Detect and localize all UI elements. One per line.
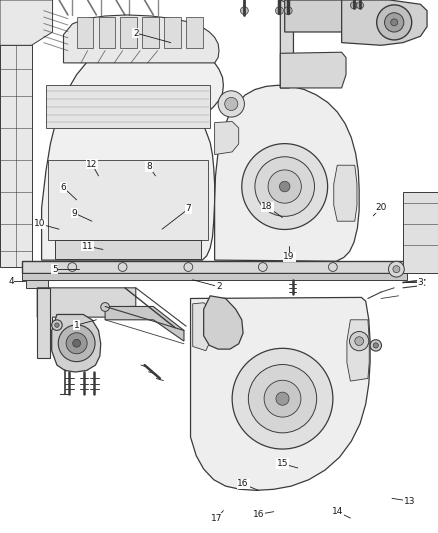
- Polygon shape: [215, 85, 359, 261]
- Circle shape: [55, 323, 59, 327]
- Polygon shape: [280, 52, 346, 88]
- Text: 17: 17: [211, 514, 223, 522]
- Circle shape: [350, 332, 369, 351]
- Polygon shape: [22, 273, 407, 280]
- Polygon shape: [37, 288, 136, 325]
- Text: 3: 3: [417, 278, 424, 287]
- Text: 13: 13: [404, 497, 415, 505]
- Polygon shape: [26, 261, 48, 288]
- Polygon shape: [342, 0, 427, 45]
- Circle shape: [218, 91, 244, 117]
- Text: 15: 15: [277, 459, 288, 468]
- Circle shape: [377, 5, 412, 40]
- Polygon shape: [46, 85, 210, 128]
- Circle shape: [73, 340, 81, 347]
- Polygon shape: [64, 15, 219, 63]
- Circle shape: [242, 143, 328, 230]
- Polygon shape: [204, 296, 243, 349]
- Circle shape: [225, 98, 238, 110]
- Circle shape: [232, 348, 333, 449]
- Text: 18: 18: [261, 203, 273, 211]
- Text: 16: 16: [237, 480, 249, 488]
- Polygon shape: [55, 240, 201, 259]
- Text: 6: 6: [60, 183, 67, 192]
- Polygon shape: [120, 17, 137, 48]
- Polygon shape: [0, 0, 53, 45]
- Text: 5: 5: [52, 265, 58, 273]
- Circle shape: [58, 325, 95, 362]
- Circle shape: [370, 340, 381, 351]
- Circle shape: [355, 337, 364, 345]
- Text: 2: 2: [216, 282, 222, 291]
- Circle shape: [240, 7, 248, 14]
- Circle shape: [66, 333, 87, 354]
- Polygon shape: [77, 17, 93, 48]
- Circle shape: [350, 2, 357, 9]
- Circle shape: [385, 13, 404, 32]
- Polygon shape: [186, 17, 203, 48]
- Text: 1: 1: [74, 321, 80, 329]
- Circle shape: [248, 365, 317, 433]
- Text: 9: 9: [71, 209, 78, 217]
- Polygon shape: [37, 288, 50, 358]
- Text: 4: 4: [8, 277, 14, 286]
- Polygon shape: [347, 320, 369, 381]
- Circle shape: [276, 7, 283, 14]
- Polygon shape: [215, 122, 239, 155]
- Text: 14: 14: [332, 507, 343, 516]
- Polygon shape: [42, 45, 223, 260]
- Text: 10: 10: [34, 220, 45, 228]
- Polygon shape: [193, 303, 210, 351]
- Polygon shape: [334, 165, 357, 221]
- Text: 19: 19: [283, 253, 295, 261]
- Polygon shape: [164, 17, 181, 48]
- Circle shape: [389, 261, 404, 277]
- Text: 20: 20: [375, 204, 387, 212]
- Circle shape: [268, 170, 301, 203]
- Text: 16: 16: [253, 510, 264, 519]
- Circle shape: [255, 157, 314, 216]
- Text: 2: 2: [133, 29, 138, 37]
- Text: 11: 11: [82, 242, 93, 251]
- Circle shape: [393, 265, 400, 273]
- Polygon shape: [142, 17, 159, 48]
- Circle shape: [284, 7, 292, 14]
- Text: 7: 7: [185, 205, 191, 213]
- Polygon shape: [48, 160, 208, 240]
- Polygon shape: [280, 0, 293, 88]
- Circle shape: [391, 19, 398, 26]
- Polygon shape: [105, 306, 184, 341]
- Circle shape: [357, 2, 364, 9]
- Circle shape: [373, 343, 378, 348]
- Polygon shape: [22, 261, 407, 273]
- Circle shape: [101, 303, 110, 311]
- Polygon shape: [99, 17, 115, 48]
- Circle shape: [264, 380, 301, 417]
- Polygon shape: [403, 192, 438, 273]
- Polygon shape: [191, 297, 370, 490]
- Circle shape: [52, 320, 62, 330]
- Polygon shape: [0, 45, 32, 266]
- Circle shape: [276, 392, 289, 405]
- Polygon shape: [285, 0, 383, 32]
- Circle shape: [279, 181, 290, 192]
- Text: 12: 12: [86, 160, 98, 168]
- Polygon shape: [52, 314, 101, 372]
- Text: 8: 8: [146, 162, 152, 171]
